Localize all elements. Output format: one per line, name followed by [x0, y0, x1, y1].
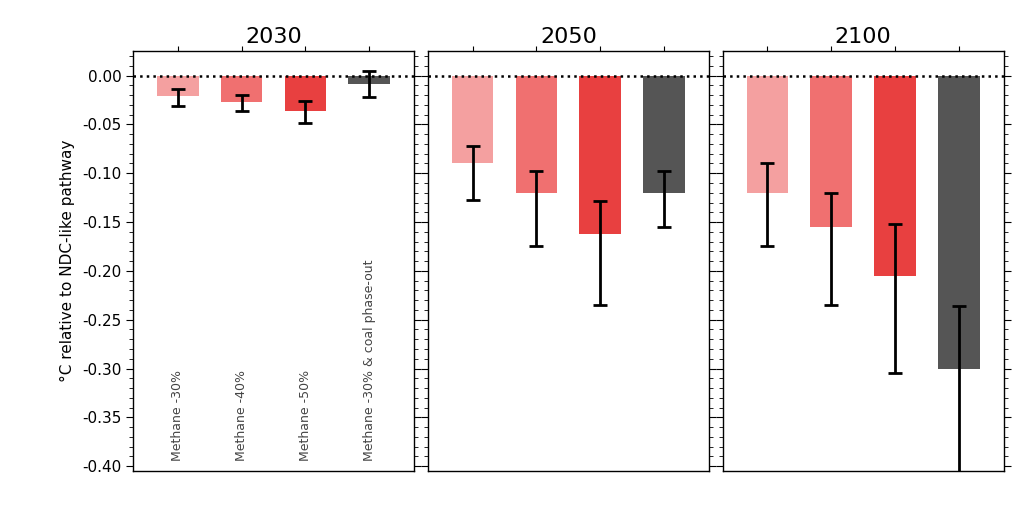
Y-axis label: °C relative to NDC-like pathway: °C relative to NDC-like pathway	[60, 140, 75, 382]
Title: 2050: 2050	[540, 27, 597, 47]
Title: 2030: 2030	[245, 27, 302, 47]
Bar	[810, 76, 852, 227]
Bar	[285, 76, 327, 111]
Bar	[516, 76, 557, 193]
Bar	[938, 76, 980, 369]
Bar	[580, 76, 621, 234]
Bar	[157, 76, 199, 96]
Text: Methane -30%: Methane -30%	[171, 370, 184, 461]
Text: Methane -50%: Methane -50%	[299, 370, 312, 461]
Bar	[643, 76, 685, 193]
Bar	[221, 76, 262, 102]
Bar	[452, 76, 494, 163]
Text: Methane -30% & coal phase-out: Methane -30% & coal phase-out	[362, 260, 376, 461]
Title: 2100: 2100	[835, 27, 892, 47]
Bar	[746, 76, 788, 193]
Bar	[874, 76, 915, 276]
Bar	[348, 76, 390, 84]
Text: Methane -40%: Methane -40%	[236, 370, 248, 461]
